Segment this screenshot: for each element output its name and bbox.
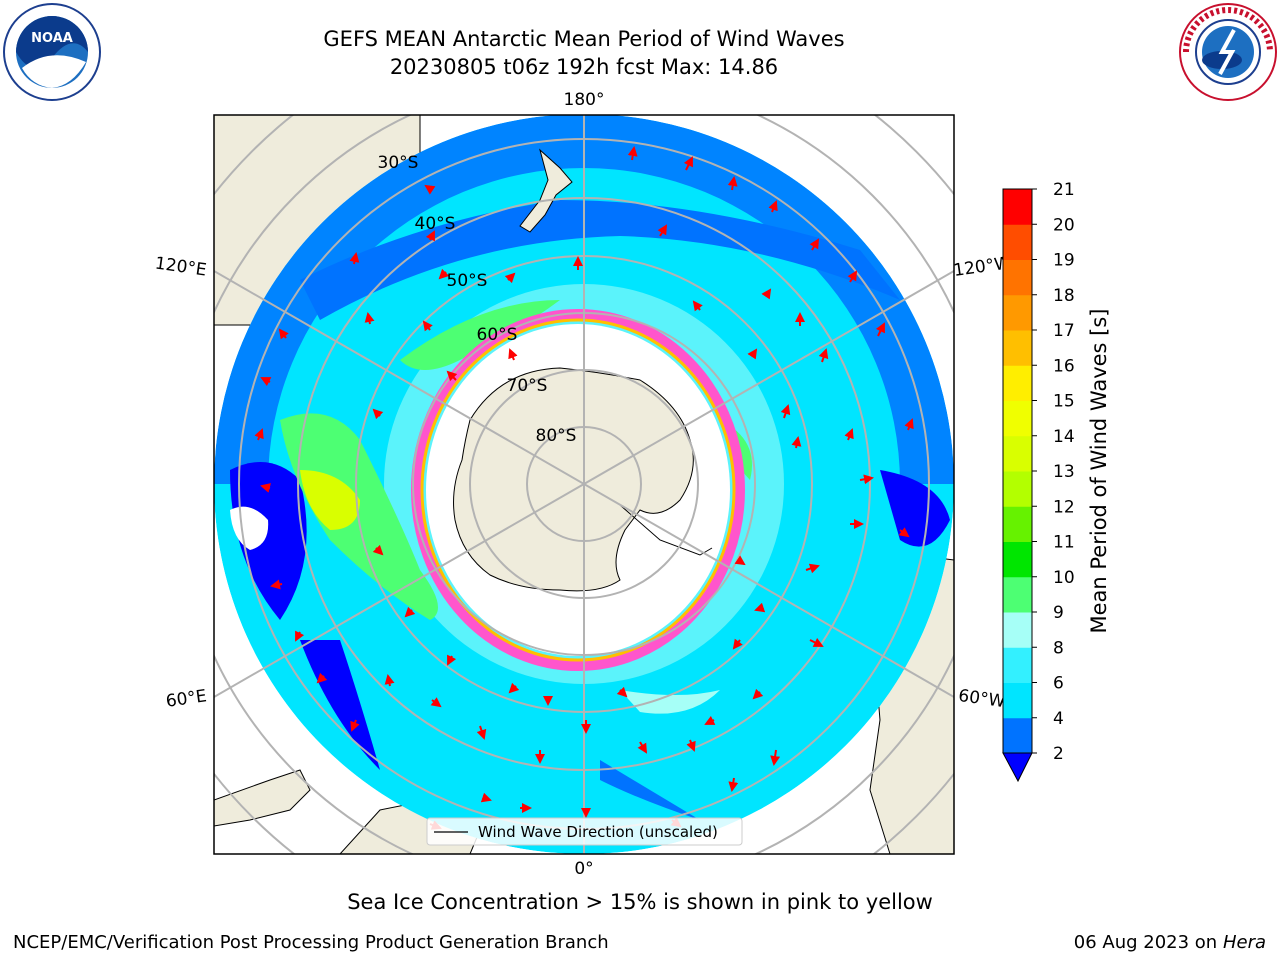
colorbar-tick-label: 8 (1053, 638, 1064, 658)
colorbar-tick-label: 21 (1053, 180, 1075, 200)
colorbar-segments (1003, 189, 1032, 754)
colorbar-segment (1003, 400, 1032, 437)
credit-text: NCEP/EMC/Verification Post Processing Pr… (13, 932, 609, 953)
colorbar-tick-label: 11 (1053, 533, 1075, 553)
colorbar-segment (1003, 435, 1032, 472)
colorbar-tick-label: 20 (1053, 215, 1075, 235)
colorbar-segment (1003, 541, 1032, 578)
host-name: Hera (1222, 932, 1266, 953)
new-zealand-land (519, 148, 573, 233)
colorbar-tick-label: 2 (1053, 744, 1064, 764)
sea-ice-note: Sea Ice Concentration > 15% is shown in … (347, 890, 933, 914)
lat-label-50s: 50°S (447, 271, 488, 291)
antarctica-land (453, 367, 694, 592)
colorbar-tick-label: 10 (1053, 568, 1075, 588)
lat-label-40s: 40°S (415, 214, 456, 234)
lat-label-60s: 60°S (477, 325, 518, 345)
lat-label-30s: 30°S (378, 153, 419, 173)
nws-logo (1179, 3, 1277, 101)
date-value: 06 Aug 2023 on (1073, 932, 1218, 953)
colorbar-tick-label: 12 (1053, 497, 1075, 517)
lat-label-70s: 70°S (507, 376, 548, 396)
colorbar-segment (1003, 682, 1032, 719)
colorbar-tick-label: 6 (1053, 674, 1064, 694)
colorbar-segment (1003, 717, 1032, 754)
map-frame (213, 114, 955, 855)
colorbar-segment (1003, 612, 1032, 648)
svg-text:NOAA: NOAA (31, 31, 73, 46)
colorbar-segment (1003, 189, 1032, 225)
date-text: 06 Aug 2023 on Hera (1074, 932, 1266, 953)
colorbar-segment (1003, 294, 1032, 331)
colorbar-tick-label: 16 (1053, 356, 1075, 376)
noaa-logo: NOAA (3, 3, 101, 101)
title-line-1: GEFS MEAN Antarctic Mean Period of Wind … (323, 27, 845, 51)
colorbar-tick-label: 17 (1053, 321, 1075, 341)
colorbar-segment (1003, 576, 1032, 613)
colorbar-tick-label: 15 (1053, 392, 1075, 412)
colorbar-tick-label: 18 (1053, 286, 1075, 306)
colorbar-tick-label: 4 (1053, 709, 1064, 729)
lat-label-80s: 80°S (536, 426, 577, 446)
title-line-2: 20230805 t06z 192h fcst Max: 14.86 (389, 55, 779, 79)
colorbar-tick-label: 14 (1053, 427, 1075, 447)
colorbar-tick-label: 13 (1053, 462, 1075, 482)
africa-land (214, 769, 311, 827)
lon-label-top: 180° (564, 90, 605, 110)
colorbar-tick-label: 9 (1053, 603, 1064, 623)
colorbar-segment (1003, 365, 1032, 401)
legend-label: Wind Wave Direction (unscaled) (478, 823, 718, 841)
colorbar-segment (1003, 224, 1032, 260)
colorbar-tick-label: 19 (1053, 251, 1075, 271)
colorbar-segment (1003, 506, 1032, 542)
colorbar-extend-triangle (1002, 752, 1033, 783)
lon-label-bottom: 0° (574, 859, 593, 879)
colorbar-segment (1003, 330, 1032, 366)
colorbar-segment (1003, 259, 1032, 296)
colorbar-ticks: 2 4 6 8 9 10 11 12 13 14 15 16 17 18 19 20 21 (1032, 180, 1075, 764)
colorbar-label: Mean Period of Wind Waves [s] (1087, 309, 1111, 634)
colorbar-segment (1003, 647, 1032, 683)
map-legend: Wind Wave Direction (unscaled) (426, 817, 743, 846)
colorbar-segment (1003, 471, 1032, 507)
